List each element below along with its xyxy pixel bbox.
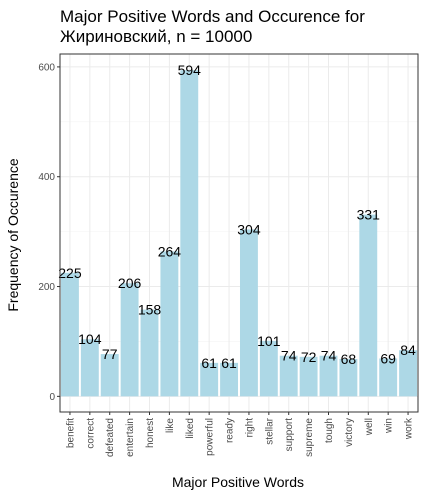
data-label-liked: 594 [178, 62, 202, 78]
bar-support [279, 355, 298, 397]
data-label-honest: 158 [138, 302, 162, 318]
bar-tough [319, 355, 338, 397]
y-tick-label: 0 [49, 392, 55, 403]
bar-well [359, 214, 378, 397]
data-label-right: 304 [237, 221, 261, 237]
x-tick-label-like: like [165, 418, 176, 433]
bar-victory [339, 359, 358, 397]
y-axis-title: Frequency of Occurence [5, 158, 21, 312]
chart-title-line-2: Жириновский, n = 10000 [60, 27, 252, 46]
x-tick-label-defeated: defeated [105, 418, 116, 457]
bar-defeated [100, 354, 119, 397]
panel-background [60, 54, 418, 412]
x-axis: benefit correct defeated entertain honest lik… [65, 412, 415, 457]
data-label-powerful: 61 [201, 355, 217, 371]
data-label-like: 264 [158, 243, 182, 259]
bar-supreme [299, 356, 318, 397]
data-label-entertain: 206 [118, 275, 142, 291]
data-label-victory: 68 [341, 351, 357, 367]
chart-title-line-1: Major Positive Words and Occurence for [60, 7, 365, 26]
data-label-defeated: 77 [102, 346, 118, 362]
bar-ready [220, 362, 239, 397]
bar-win [379, 358, 398, 397]
data-label-benefit: 225 [58, 265, 82, 281]
bar-benefit [60, 272, 79, 397]
bar-right [239, 229, 258, 397]
data-label-tough: 74 [321, 348, 337, 364]
x-tick-label-win: win [384, 418, 395, 434]
x-tick-label-correct: correct [85, 418, 96, 449]
bar-like [160, 251, 179, 397]
panel-border [59, 53, 419, 413]
bar-entertain [120, 283, 139, 397]
x-tick-label-entertain: entertain [125, 418, 136, 457]
bar-stellar [259, 340, 278, 397]
data-label-well: 331 [357, 207, 381, 223]
data-label-work: 84 [400, 342, 416, 358]
data-label-win: 69 [380, 350, 396, 366]
y-tick-label: 200 [38, 282, 55, 293]
bar-powerful [200, 362, 219, 397]
bar-work [399, 350, 418, 397]
x-tick-label-work: work [404, 417, 415, 440]
bar-liked [180, 70, 199, 397]
data-label-correct: 104 [78, 331, 102, 347]
data-label-support: 74 [281, 348, 297, 364]
x-tick-label-stellar: stellar [264, 417, 275, 444]
x-tick-label-support: support [284, 418, 295, 452]
x-tick-label-victory: victory [344, 418, 355, 447]
bar-honest [140, 309, 159, 397]
y-tick-label: 400 [38, 172, 55, 183]
x-tick-label-right: right [244, 418, 255, 438]
y-axis: 0 200 400 600 [38, 62, 60, 403]
x-tick-label-honest: honest [145, 418, 156, 448]
x-tick-label-powerful: powerful [205, 418, 216, 456]
x-tick-label-supreme: supreme [304, 418, 315, 457]
bar-correct [80, 339, 99, 397]
x-tick-label-benefit: benefit [65, 418, 76, 448]
data-label-ready: 61 [221, 355, 237, 371]
x-axis-title: Major Positive Words [172, 474, 304, 490]
y-tick-label: 600 [38, 62, 55, 73]
x-tick-label-well: well [364, 418, 375, 436]
x-tick-label-tough: tough [324, 418, 335, 443]
data-label-supreme: 72 [301, 349, 317, 365]
x-tick-label-ready: ready [225, 418, 236, 443]
x-tick-label-liked: liked [185, 418, 196, 439]
data-label-stellar: 101 [257, 333, 281, 349]
